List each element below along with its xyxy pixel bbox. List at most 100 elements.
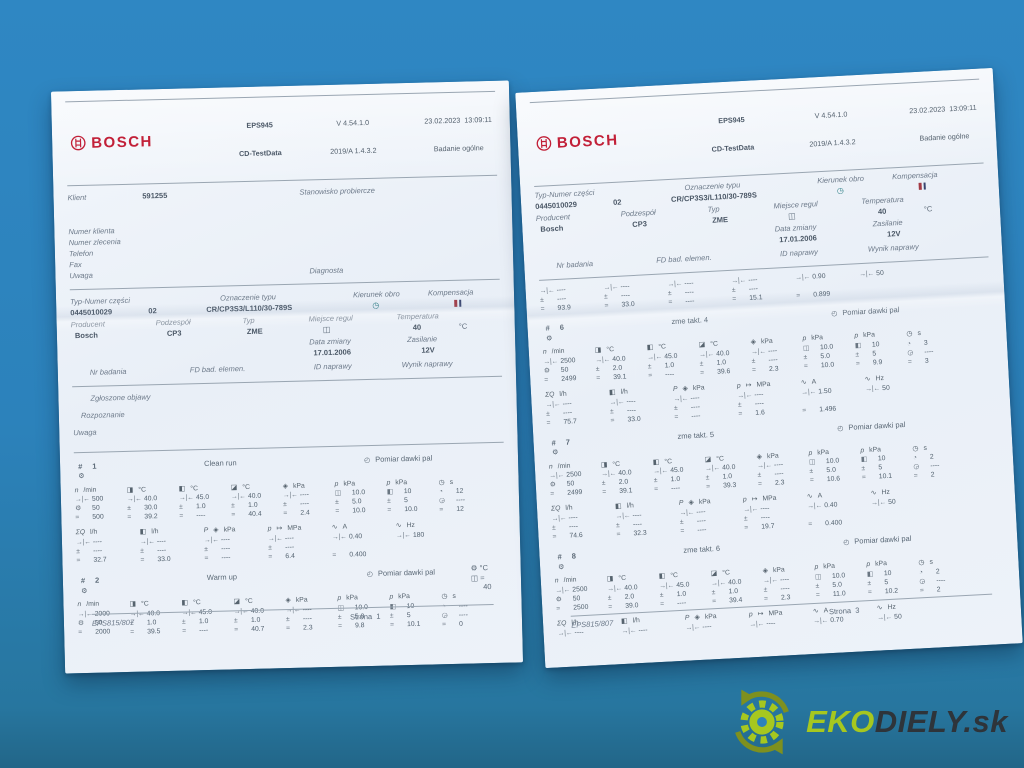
- filter-icon: ◈: [282, 482, 289, 490]
- measure-line: = 0: [442, 620, 494, 630]
- measure-value: ----: [221, 545, 231, 553]
- rotation-direction-icon: ◷: [372, 300, 380, 310]
- retbox-icon: ◧: [608, 388, 616, 397]
- measure-value: 0.70: [830, 616, 844, 624]
- test-name: zme takt. 5: [677, 429, 715, 441]
- measure-header: p kPa: [387, 478, 439, 488]
- amp-icon: ∿: [806, 493, 813, 501]
- test-number-label: Nr badania: [556, 258, 594, 270]
- client-label: Klient: [67, 192, 87, 203]
- fd-element-label: FD bad. elemen.: [655, 252, 712, 265]
- clock-measure-icon: ◔: [438, 488, 443, 496]
- nominal-icon: →∣←: [749, 620, 764, 629]
- tolerance-icon: ±: [283, 501, 286, 509]
- type-designation-value: CR/CP3S3/L110/30-789S: [206, 302, 293, 314]
- measure-value: 40.0: [722, 464, 736, 472]
- quantity-symbol: p: [334, 480, 339, 488]
- measure-value: ----: [199, 627, 209, 635]
- gear-icon: ⚙: [545, 334, 553, 343]
- measure-value: 180: [412, 531, 425, 540]
- equals-sign: =: [338, 622, 342, 630]
- unit-label: kPa: [292, 482, 305, 490]
- measure-header: ◪ °C: [231, 482, 283, 493]
- measure-column: p kPa ◧ 10 ±5 = 10.1: [860, 444, 914, 484]
- measure-value: ----: [936, 577, 946, 585]
- measure-value: 10.0: [351, 489, 366, 497]
- equals-sign: =: [808, 521, 812, 529]
- measure-column: P ◈ kPa →∣← ---- ± ---- = ----: [204, 525, 269, 564]
- measure-header: ◧ °C: [181, 598, 233, 609]
- measure-value: 5: [878, 464, 883, 472]
- supply-value: 12V: [421, 345, 435, 355]
- tolerance-icon: ±: [140, 547, 144, 555]
- measure-line: = 10.0: [387, 506, 439, 516]
- filter-icon: ◈: [688, 499, 695, 507]
- bosch-emblem-icon: [536, 136, 552, 152]
- equals-sign: =: [439, 506, 443, 514]
- dose-measure-icon: ◴: [837, 424, 844, 433]
- measure-column: ◨ °C →∣← 40.0 ±2.0 = 39.0: [607, 572, 661, 612]
- unit-label: kPa: [869, 445, 882, 454]
- unit-label: °C: [710, 340, 719, 348]
- measure-line: = 12: [439, 506, 491, 516]
- product-line1: EPS945: [718, 114, 745, 126]
- measure-header: p kPa: [389, 593, 441, 603]
- unit-label: s: [452, 593, 457, 601]
- nominal-icon: →∣←: [801, 388, 816, 396]
- filter-icon: ◈: [756, 453, 763, 461]
- manufacturer-value: Bosch: [74, 330, 98, 340]
- measure-line: = 33.0: [610, 414, 674, 426]
- measure-line: = 10.1: [390, 620, 442, 630]
- quantity-symbol: n: [74, 486, 79, 494]
- equals-sign: =: [332, 552, 336, 560]
- measure-value: 2500: [573, 603, 589, 612]
- type-value: ZME: [246, 326, 263, 336]
- compensation-icon: [918, 182, 928, 192]
- measure-line: = 32.3: [616, 528, 680, 540]
- test-station-label: Stanowisko probiercze: [299, 185, 376, 197]
- unit-label: kPa: [295, 596, 308, 605]
- measure-line: = ----: [680, 525, 744, 537]
- unit-label: MPa: [287, 525, 302, 533]
- measure-mode: ◴ Pomiar dawki pal: [367, 568, 435, 580]
- measure-value: 75.7: [563, 417, 577, 426]
- dose-measure-icon: ◴: [366, 571, 374, 579]
- measure-line: = 2: [914, 470, 966, 482]
- measure-value: ----: [157, 547, 167, 555]
- measure-line: = 11.0: [816, 589, 868, 601]
- measure-value: 45.0: [676, 581, 690, 590]
- measure-line: = 39.1: [596, 372, 648, 384]
- measure-value: 2: [930, 471, 935, 480]
- measure-value: 50: [894, 613, 902, 621]
- change-date-value: 17.01.2006: [313, 347, 352, 357]
- measure-mode-label: Pomiar dawki pal: [848, 419, 906, 432]
- repair-id-label: ID naprawy: [313, 361, 352, 371]
- measure-value: ----: [691, 412, 701, 420]
- test-block: #6 ⚙ zme takt. 4 ◴ Pomiar dawki pal n/min →∣← 2…: [541, 300, 996, 429]
- measure-line: = 33.0: [604, 299, 668, 311]
- equals-sign: =: [442, 621, 446, 629]
- unit-label: l/h: [151, 528, 159, 536]
- unit-label: kPa: [863, 331, 876, 339]
- type-label: Typ: [242, 315, 255, 325]
- contact-block: Numer klienta Numer zlecenia Telefon Fax…: [68, 216, 499, 281]
- measure-column: p kPa ◫ 10.0 ±5.0 = 10.0: [335, 479, 388, 518]
- measure-line: = 32.7: [76, 556, 140, 567]
- measure-line: = 6.4: [268, 552, 332, 563]
- measure-value: 33.0: [621, 300, 635, 309]
- measure-column: ◈ kPa →∣← ---- ± ---- = 2.3: [756, 450, 810, 490]
- equals-sign: =: [796, 292, 800, 300]
- measure-line: = 2499: [544, 374, 596, 386]
- inj_t-icon: ◪: [230, 483, 238, 492]
- equals-sign: =: [732, 295, 736, 303]
- unit-label: °C: [618, 574, 627, 583]
- measure-column: ◪ °C →∣← 40.0 ±1.0 = 39.6: [698, 338, 752, 378]
- measure-line: = 39.2: [127, 513, 179, 523]
- measure-value: 40.4: [248, 511, 262, 519]
- unit-label: °C: [722, 569, 731, 577]
- tank_t-icon: ◧: [178, 485, 186, 493]
- unit-label: °C: [193, 599, 201, 607]
- measure-line: = 2499: [550, 488, 602, 500]
- measure-column: p kPa ◧ 10 ±5 = 10.2: [866, 559, 920, 599]
- clock-icon: ◷: [441, 593, 448, 601]
